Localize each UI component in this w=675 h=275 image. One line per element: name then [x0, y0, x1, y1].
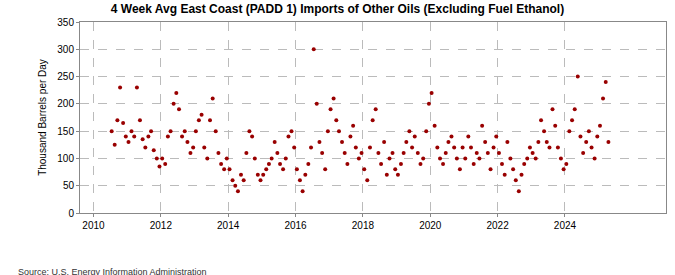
svg-text:2022: 2022 — [486, 220, 509, 231]
svg-text:2014: 2014 — [217, 220, 240, 231]
svg-text:2012: 2012 — [150, 220, 173, 231]
svg-text:4 Week Avg East Coast (PADD 1): 4 Week Avg East Coast (PADD 1) Imports o… — [111, 2, 564, 16]
svg-text:2018: 2018 — [352, 220, 375, 231]
svg-text:2020: 2020 — [419, 220, 442, 231]
svg-text:0: 0 — [68, 208, 74, 219]
svg-text:200: 200 — [57, 98, 74, 109]
svg-text:150: 150 — [57, 126, 74, 137]
svg-text:2016: 2016 — [284, 220, 307, 231]
svg-text:100: 100 — [57, 153, 74, 164]
svg-text:2024: 2024 — [554, 220, 577, 231]
svg-text:2010: 2010 — [82, 220, 105, 231]
svg-text:Source: U.S. Energy Informatio: Source: U.S. Energy Information Administ… — [18, 267, 207, 275]
svg-text:50: 50 — [63, 180, 75, 191]
svg-text:350: 350 — [57, 17, 74, 28]
svg-text:Thousand Barrels per Day: Thousand Barrels per Day — [37, 59, 48, 176]
svg-text:250: 250 — [57, 71, 74, 82]
svg-text:300: 300 — [57, 44, 74, 55]
